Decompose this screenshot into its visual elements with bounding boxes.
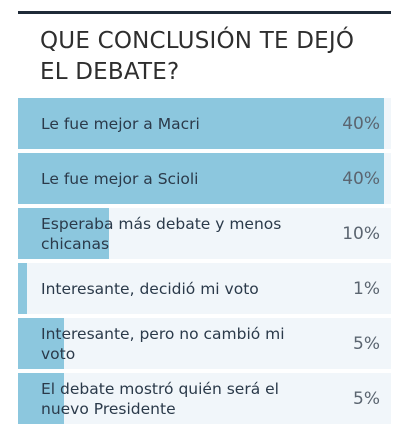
option-label: Le fue mejor a Scioli xyxy=(41,169,199,188)
result-bar xyxy=(18,318,64,369)
option-percent: 1% xyxy=(353,278,380,299)
poll-widget: QUE CONCLUSIÓN TE DEJÓ EL DEBATE? Le fue… xyxy=(18,11,391,424)
option-percent: 5% xyxy=(353,333,380,354)
result-bar xyxy=(18,263,28,314)
poll-options: Le fue mejor a Macri 40% Le fue mejor a … xyxy=(18,98,391,424)
poll-option-no-change[interactable]: Interesante, pero no cambió mi voto 5% xyxy=(18,318,391,373)
poll-option-next-president[interactable]: El debate mostró quién será el nuevo Pre… xyxy=(18,373,391,424)
option-label: Interesante, decidió mi voto xyxy=(41,279,259,298)
result-bar xyxy=(18,98,384,149)
option-percent: 10% xyxy=(342,223,380,244)
result-bar xyxy=(18,153,384,204)
option-label: El debate mostró quién será el nuevo Pre… xyxy=(41,379,279,418)
option-percent: 40% xyxy=(342,168,380,189)
result-bar xyxy=(18,208,110,259)
poll-title: QUE CONCLUSIÓN TE DEJÓ EL DEBATE? xyxy=(40,28,355,85)
poll-option-decided-vote[interactable]: Interesante, decidió mi voto 1% xyxy=(18,263,391,318)
option-label: Le fue mejor a Macri xyxy=(41,114,200,133)
option-percent: 40% xyxy=(342,113,380,134)
poll-option-macri[interactable]: Le fue mejor a Macri 40% xyxy=(18,98,391,153)
option-label: Interesante, pero no cambió mi voto xyxy=(41,324,285,363)
option-percent: 5% xyxy=(353,388,380,409)
option-label: Esperaba más debate y menos chicanas xyxy=(41,214,282,253)
poll-option-more-debate[interactable]: Esperaba más debate y menos chicanas 10% xyxy=(18,208,391,263)
poll-option-scioli[interactable]: Le fue mejor a Scioli 40% xyxy=(18,153,391,208)
